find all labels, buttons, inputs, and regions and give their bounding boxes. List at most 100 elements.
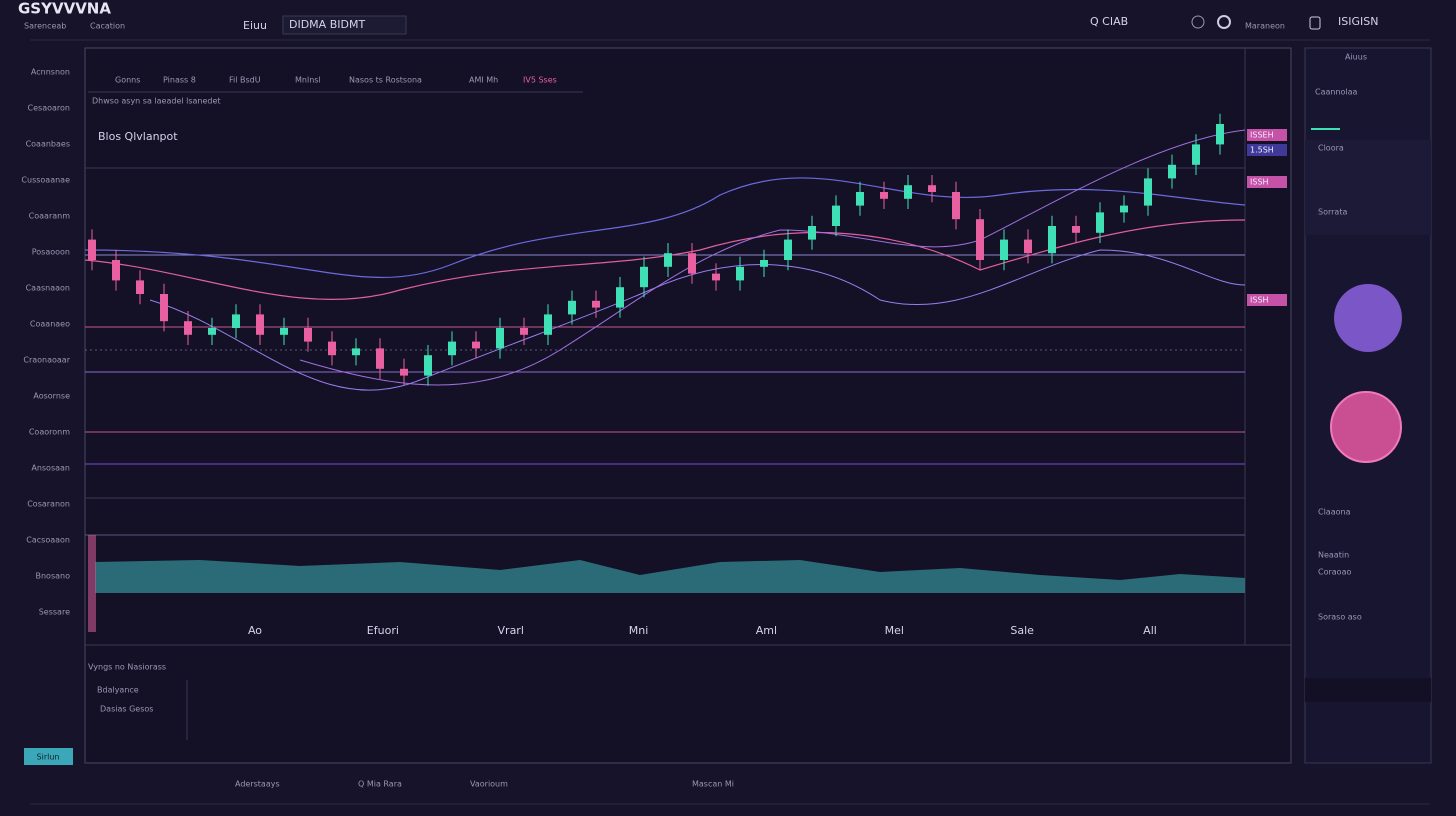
price-tag-label: 1.5SH bbox=[1250, 146, 1274, 155]
candle-body bbox=[688, 253, 696, 274]
candle-body bbox=[424, 355, 432, 376]
candle-body bbox=[952, 192, 960, 220]
x-tick-label: Efuori bbox=[367, 624, 399, 637]
sidebar-item[interactable]: Coaaranm bbox=[29, 212, 71, 221]
price-tag-label: ISSH bbox=[1250, 296, 1269, 305]
footer-item[interactable]: Mascan Mi bbox=[692, 780, 734, 789]
candle-body bbox=[880, 192, 888, 199]
balance: ISIGISN bbox=[1338, 15, 1378, 28]
candle-body bbox=[1168, 164, 1176, 179]
side-heading: Caannolaa bbox=[1315, 88, 1358, 97]
candle-body bbox=[376, 348, 384, 369]
subtitle-2: Cacation bbox=[90, 22, 125, 31]
sidebar-item[interactable]: Acnnsnon bbox=[31, 68, 70, 77]
candle-body bbox=[1000, 239, 1008, 260]
candle-body bbox=[784, 239, 792, 260]
sidebar-item[interactable]: Cacsoaaon bbox=[26, 536, 70, 545]
candle-body bbox=[160, 294, 168, 322]
search-box[interactable] bbox=[282, 15, 407, 35]
candle-body bbox=[136, 280, 144, 294]
footer-item[interactable]: Aderstaays bbox=[235, 780, 280, 789]
toolbar-item[interactable]: Mnlnsl bbox=[295, 76, 321, 85]
sidebar-item[interactable]: Bnosano bbox=[36, 572, 71, 581]
sidebar-item[interactable]: Posaooon bbox=[32, 248, 70, 257]
icon[interactable] bbox=[1191, 15, 1205, 29]
sidebar-item[interactable]: Cesaoaron bbox=[28, 104, 70, 113]
sidebar-item[interactable]: Craonaoaar bbox=[23, 356, 70, 365]
candle-body bbox=[736, 266, 744, 281]
side-item: Neaatin bbox=[1318, 551, 1349, 560]
toolbar-item[interactable]: Gonns bbox=[115, 76, 140, 85]
menu[interactable]: Eiuu bbox=[243, 19, 267, 32]
candle-body bbox=[544, 314, 552, 335]
candle-body bbox=[208, 328, 216, 335]
toolbar-item[interactable]: Fil BsdU bbox=[229, 76, 261, 85]
side-card bbox=[1305, 140, 1431, 235]
candle-body bbox=[928, 185, 936, 192]
candle-body bbox=[760, 260, 768, 267]
toolbar-item[interactable]: Pinass 8 bbox=[163, 76, 196, 85]
candle-body bbox=[328, 341, 336, 356]
x-tick-label: Ao bbox=[248, 624, 262, 637]
chart-note: Dhwso asyn sa laeadel lsanedet bbox=[92, 97, 221, 106]
toolbar-item[interactable]: IV5 Sses bbox=[523, 76, 557, 85]
icon[interactable] bbox=[1217, 15, 1231, 29]
candle-body bbox=[616, 287, 624, 308]
sidebar-item[interactable]: Ansosaan bbox=[31, 464, 70, 473]
candle-body bbox=[1216, 124, 1224, 145]
candle-body bbox=[496, 328, 504, 349]
side-item: Coraoao bbox=[1318, 568, 1351, 577]
candle-body bbox=[184, 321, 192, 335]
candle-body bbox=[448, 341, 456, 356]
candle-body bbox=[400, 368, 408, 376]
indicator-ring bbox=[1330, 391, 1402, 463]
button-label: Sirlun bbox=[37, 753, 60, 762]
candle-body bbox=[352, 348, 360, 356]
bottom-sub: Dasias Gesos bbox=[100, 705, 153, 714]
search-text: DIDMA BIDMT bbox=[289, 18, 365, 31]
toolbar-item[interactable]: Nasos ts Rostsona bbox=[349, 76, 422, 85]
indicator-circle bbox=[1334, 284, 1402, 352]
account[interactable]: Maraneon bbox=[1245, 22, 1285, 31]
candle-body bbox=[232, 314, 240, 328]
footer-item[interactable]: Q Mia Rara bbox=[358, 780, 402, 789]
side-card bbox=[1305, 678, 1431, 702]
candle-body bbox=[472, 341, 480, 349]
x-tick-label: Sale bbox=[1010, 624, 1034, 637]
candle-body bbox=[904, 185, 912, 199]
candle-body bbox=[1120, 205, 1128, 213]
bottom-title[interactable]: Vyngs no Nasiorass bbox=[88, 663, 166, 672]
toolbar-item[interactable]: AMI Mh bbox=[469, 76, 498, 85]
button[interactable] bbox=[24, 748, 73, 765]
x-tick-label: Mni bbox=[629, 624, 649, 637]
price-tag bbox=[1247, 294, 1287, 306]
sidebar-item[interactable]: Coaanaeo bbox=[30, 320, 70, 329]
candle-body bbox=[88, 239, 96, 260]
sidebar-item[interactable]: Sessare bbox=[39, 608, 70, 617]
footer-item[interactable]: Vaorioum bbox=[470, 780, 508, 789]
side-item: Sorrata bbox=[1318, 208, 1347, 217]
sidebar-item[interactable]: Cosaranon bbox=[27, 500, 70, 509]
x-tick-label: Mel bbox=[885, 624, 904, 637]
bottom-label: Bdalyance bbox=[97, 686, 139, 695]
subtitle: Sarenceab bbox=[24, 22, 66, 31]
sidebar-item[interactable]: Coaanbaes bbox=[26, 140, 70, 149]
sidebar-item[interactable]: Aosornse bbox=[33, 392, 70, 401]
logo: GSYVVVNA bbox=[18, 0, 111, 18]
sidebar-item[interactable]: Coaoronm bbox=[29, 428, 70, 437]
side-item: Soraso aso bbox=[1318, 613, 1362, 622]
main-panel bbox=[84, 47, 1292, 764]
icon[interactable] bbox=[1309, 16, 1321, 30]
sidebar-item[interactable]: Caasnaaon bbox=[26, 284, 70, 293]
volume-marker bbox=[88, 535, 96, 632]
price-tag-label: ISSH bbox=[1250, 178, 1269, 187]
candle-body bbox=[640, 266, 648, 288]
price-tag bbox=[1247, 144, 1287, 156]
candle-body bbox=[1024, 239, 1032, 254]
user[interactable]: Q CIAB bbox=[1090, 15, 1128, 28]
candle-body bbox=[256, 314, 264, 335]
sidebar-item[interactable]: Cussoaanae bbox=[21, 176, 70, 185]
price-tag bbox=[1247, 129, 1287, 141]
candle-body bbox=[568, 300, 576, 315]
candle-body bbox=[1048, 226, 1056, 254]
